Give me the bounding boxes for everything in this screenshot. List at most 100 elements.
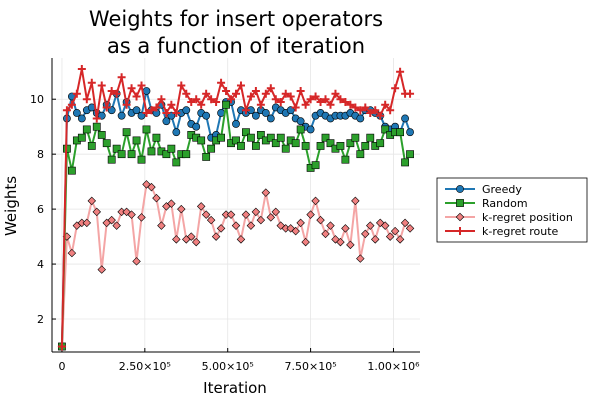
data-point — [172, 158, 181, 167]
data-point — [381, 125, 390, 134]
data-point — [316, 215, 325, 225]
data-point — [306, 210, 315, 219]
x-tick-label: 2.50×10⁵ — [119, 360, 171, 373]
data-point — [87, 78, 96, 87]
data-point — [142, 108, 151, 117]
data-point — [396, 128, 405, 137]
data-point — [187, 97, 196, 106]
data-point — [401, 158, 409, 167]
data-point — [266, 84, 275, 93]
data-point — [286, 224, 295, 233]
data-point — [326, 139, 335, 148]
data-point — [152, 193, 161, 203]
data-point — [132, 92, 141, 101]
data-point — [157, 95, 166, 104]
data-point — [366, 133, 375, 142]
data-point — [326, 100, 335, 109]
data-point — [311, 196, 320, 206]
data-point — [261, 89, 270, 98]
data-point — [246, 92, 255, 101]
legend-label: k-regret route — [482, 225, 559, 238]
data-point — [266, 114, 275, 123]
data-point — [396, 67, 405, 76]
data-point — [196, 202, 206, 211]
data-point — [92, 114, 101, 123]
data-point — [311, 92, 320, 101]
chart-title-line-1: Weights for insert operators — [89, 7, 383, 31]
series-random — [58, 100, 414, 351]
data-point — [406, 89, 415, 98]
y-tick-label: 4 — [37, 258, 44, 271]
data-point — [211, 232, 221, 241]
data-point — [236, 81, 245, 90]
data-point — [92, 122, 101, 131]
data-point — [456, 199, 464, 207]
data-point — [72, 109, 81, 117]
data-point — [82, 95, 91, 104]
data-point — [182, 89, 191, 98]
data-point — [336, 237, 345, 247]
data-point — [356, 106, 365, 115]
data-point — [311, 161, 320, 170]
data-point — [336, 142, 345, 150]
data-point — [117, 111, 126, 120]
data-point — [395, 235, 405, 244]
data-point — [455, 212, 465, 222]
data-point — [316, 97, 325, 106]
data-point — [82, 125, 91, 134]
data-point — [251, 86, 260, 95]
data-point — [346, 240, 355, 250]
data-point — [67, 100, 76, 109]
data-point — [276, 221, 285, 230]
data-point — [296, 86, 305, 95]
data-point — [346, 139, 355, 148]
data-point — [380, 221, 390, 230]
data-point — [87, 196, 97, 206]
data-point — [137, 213, 146, 222]
data-point — [331, 89, 340, 98]
data-point — [296, 218, 305, 228]
plot-area — [57, 64, 415, 351]
data-point — [217, 133, 225, 142]
data-point — [291, 139, 300, 148]
data-point — [316, 142, 325, 150]
data-point — [281, 89, 290, 98]
data-point — [77, 114, 86, 123]
data-point — [222, 100, 230, 109]
data-point — [127, 150, 136, 159]
data-point — [207, 144, 216, 153]
data-point — [102, 103, 111, 112]
data-point — [261, 188, 271, 197]
data-point — [376, 111, 385, 120]
data-point — [246, 221, 256, 230]
data-point — [172, 108, 181, 117]
data-point — [406, 128, 414, 137]
data-point — [256, 215, 266, 225]
data-point — [217, 78, 226, 87]
data-point — [197, 136, 206, 145]
x-tick-label: 5.00×10⁵ — [202, 360, 254, 373]
data-point — [361, 142, 370, 150]
data-point — [132, 257, 141, 266]
data-point — [192, 122, 201, 131]
data-point — [306, 95, 315, 104]
data-point — [251, 142, 260, 150]
data-point — [142, 180, 151, 189]
data-point — [406, 150, 414, 159]
data-point — [456, 185, 464, 193]
data-point — [232, 89, 240, 98]
x-tick-label: 0 — [58, 360, 65, 373]
legend-item: Random — [445, 197, 528, 210]
data-point — [197, 100, 206, 109]
data-point — [67, 166, 76, 175]
data-point — [112, 221, 121, 230]
data-point — [291, 226, 300, 236]
data-point — [301, 142, 310, 150]
data-point — [361, 103, 370, 112]
data-point — [321, 133, 330, 142]
data-point — [92, 207, 101, 217]
data-point — [261, 109, 270, 117]
data-point — [296, 117, 305, 126]
data-point — [77, 64, 86, 73]
